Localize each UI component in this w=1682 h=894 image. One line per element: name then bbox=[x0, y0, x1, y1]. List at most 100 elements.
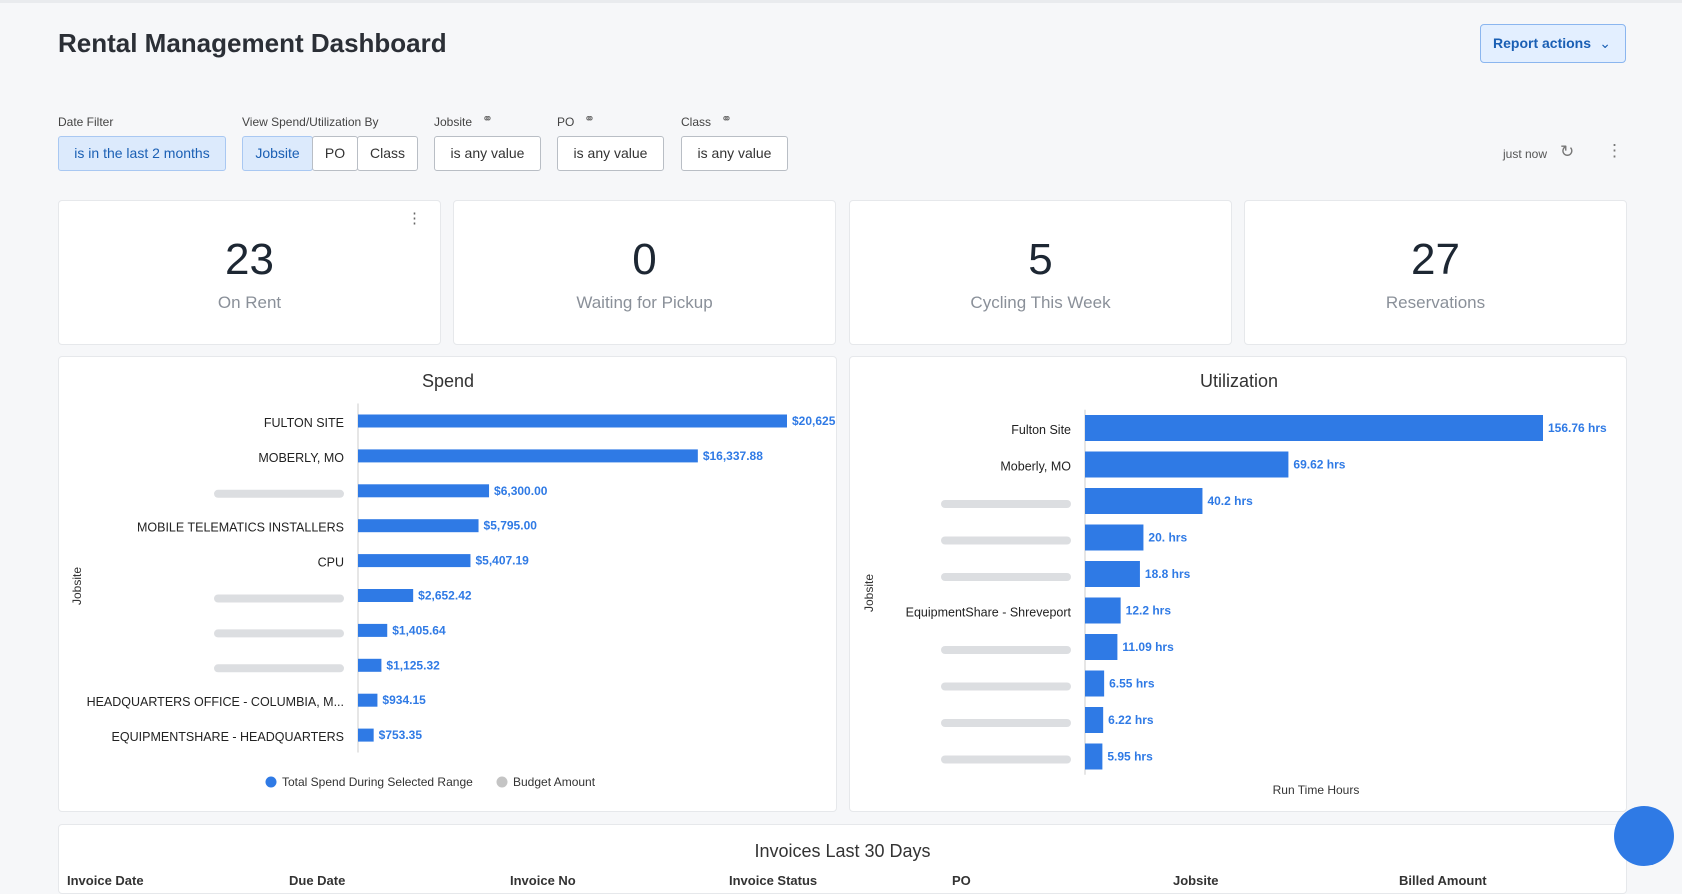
column-header: Invoice Date bbox=[67, 873, 144, 888]
filter-box[interactable]: is any value bbox=[434, 136, 541, 171]
value-label: 20. hrs bbox=[1148, 531, 1187, 545]
bar bbox=[358, 728, 374, 742]
category-label: MOBILE TELEMATICS INSTALLERS bbox=[137, 521, 344, 535]
value-label: 12.2 hrs bbox=[1126, 604, 1172, 618]
category-label: EquipmentShare - Shreveport bbox=[906, 606, 1072, 620]
kpi-card: 0 Waiting for Pickup bbox=[453, 200, 836, 345]
kpi-label: Waiting for Pickup bbox=[576, 293, 713, 312]
redacted-label bbox=[214, 594, 344, 603]
kpi-label: On Rent bbox=[217, 293, 282, 312]
report-actions-button[interactable]: Report actions ⌄ bbox=[1480, 24, 1626, 63]
filter-box[interactable]: is any value bbox=[557, 136, 664, 171]
filter-label: View Spend/Utilization By bbox=[242, 115, 379, 129]
bar bbox=[1085, 415, 1543, 441]
category-label: EQUIPMENTSHARE - HEADQUARTERS bbox=[112, 730, 344, 744]
link-icon: ⚭ bbox=[721, 111, 732, 126]
value-label: $5,795.00 bbox=[484, 519, 538, 533]
filter-label: Class bbox=[681, 115, 712, 129]
bar bbox=[358, 414, 787, 428]
menu-icon[interactable]: ⋮ bbox=[407, 210, 422, 227]
filter-label: Jobsite bbox=[434, 115, 473, 129]
value-label: $753.35 bbox=[379, 728, 423, 742]
bar bbox=[358, 484, 490, 498]
y-axis-label: Jobsite bbox=[70, 567, 84, 605]
bar bbox=[358, 693, 378, 707]
bar bbox=[358, 589, 414, 602]
bar bbox=[1085, 524, 1144, 551]
bar bbox=[1085, 451, 1289, 478]
kpi-card: 23 On Rent ⋮ bbox=[58, 200, 441, 345]
value-label: $6,300.00 bbox=[494, 484, 548, 498]
chart-title: Spend bbox=[422, 371, 474, 391]
kpi-card: 5 Cycling This Week bbox=[849, 200, 1232, 345]
value-label: 11.09 hrs bbox=[1122, 640, 1174, 654]
bar bbox=[1085, 488, 1203, 514]
kpi-label: Reservations bbox=[1385, 293, 1486, 312]
legend-label: Budget Amount bbox=[513, 775, 596, 789]
chart: Spend Jobsite FULTON SITE MOBERLY, MO MOBILE… bbox=[70, 371, 836, 789]
refresh-time: just now bbox=[1503, 147, 1548, 161]
bar bbox=[358, 449, 698, 463]
segment[interactable]: Class bbox=[357, 136, 418, 171]
redacted-label bbox=[941, 682, 1071, 691]
chart-title: Utilization bbox=[1200, 371, 1278, 391]
spend-card: Spend Jobsite FULTON SITE MOBERLY, MO MOBILE… bbox=[58, 356, 837, 812]
legend-marker bbox=[265, 776, 277, 788]
redacted-label bbox=[214, 489, 344, 498]
value-label: 156.76 hrs bbox=[1548, 421, 1607, 435]
redacted-label bbox=[214, 629, 344, 638]
button-text: Report actions bbox=[1493, 35, 1592, 51]
bar bbox=[358, 519, 479, 533]
chevron: ⌄ bbox=[1599, 35, 1611, 51]
column-header: PO bbox=[952, 873, 971, 888]
value-label: 40.2 hrs bbox=[1207, 494, 1253, 508]
bar bbox=[1085, 707, 1104, 733]
y-axis-label: Jobsite bbox=[862, 574, 876, 612]
value-label: $1,125.32 bbox=[386, 658, 440, 672]
bar bbox=[1085, 743, 1103, 770]
value-label: $2,652.42 bbox=[418, 589, 472, 603]
segment[interactable]: PO bbox=[312, 136, 358, 171]
redacted-label bbox=[941, 646, 1071, 654]
filter-box[interactable]: is any value bbox=[681, 136, 788, 171]
bar bbox=[1085, 597, 1121, 624]
kpi-value: 27 bbox=[1411, 235, 1460, 284]
column-header: Billed Amount bbox=[1399, 873, 1487, 888]
value-label: $5,407.19 bbox=[475, 554, 529, 568]
kpi-card: 27 Reservations bbox=[1244, 200, 1627, 345]
redacted-label bbox=[941, 755, 1071, 764]
column-header: Due Date bbox=[289, 873, 346, 888]
bar bbox=[1085, 634, 1118, 660]
value-label: $934.15 bbox=[382, 693, 426, 707]
bar bbox=[358, 554, 471, 568]
menu-icon[interactable]: ⋮ bbox=[1606, 141, 1623, 160]
page-title: Rental Management Dashboard bbox=[58, 28, 447, 58]
value-label: $16,337.88 bbox=[703, 449, 763, 463]
refresh-icon[interactable]: ↻ bbox=[1560, 142, 1575, 161]
chat-button[interactable] bbox=[1614, 806, 1674, 866]
value-label: 18.8 hrs bbox=[1145, 567, 1191, 581]
redacted-label bbox=[941, 719, 1071, 727]
kpi-value: 0 bbox=[632, 235, 657, 284]
bar bbox=[1085, 670, 1105, 697]
bar bbox=[1085, 561, 1140, 587]
column-header: Invoice No bbox=[510, 873, 576, 888]
table-title: Invoices Last 30 Days bbox=[754, 841, 931, 861]
value-label: $1,405.64 bbox=[392, 623, 446, 637]
segment[interactable]: Jobsite bbox=[242, 136, 313, 171]
legend-marker bbox=[496, 776, 508, 788]
category-label: HEADQUARTERS OFFICE - COLUMBIA, M... bbox=[87, 695, 344, 709]
kpi-label: Cycling This Week bbox=[970, 293, 1111, 312]
link-icon: ⚭ bbox=[482, 111, 493, 126]
category-label: CPU bbox=[318, 556, 344, 570]
category-label: Moberly, MO bbox=[1000, 460, 1071, 474]
chart: Utilization Jobsite Run Time Hours Fulton S… bbox=[862, 371, 1607, 797]
date-filter[interactable]: is in the last 2 months bbox=[58, 136, 226, 171]
bar bbox=[358, 623, 388, 637]
redacted-label bbox=[941, 536, 1071, 545]
filter-label: PO bbox=[557, 115, 575, 129]
x-axis-label: Run Time Hours bbox=[1273, 783, 1360, 797]
category-label: MOBERLY, MO bbox=[258, 451, 344, 465]
column-header: Jobsite bbox=[1173, 873, 1219, 888]
